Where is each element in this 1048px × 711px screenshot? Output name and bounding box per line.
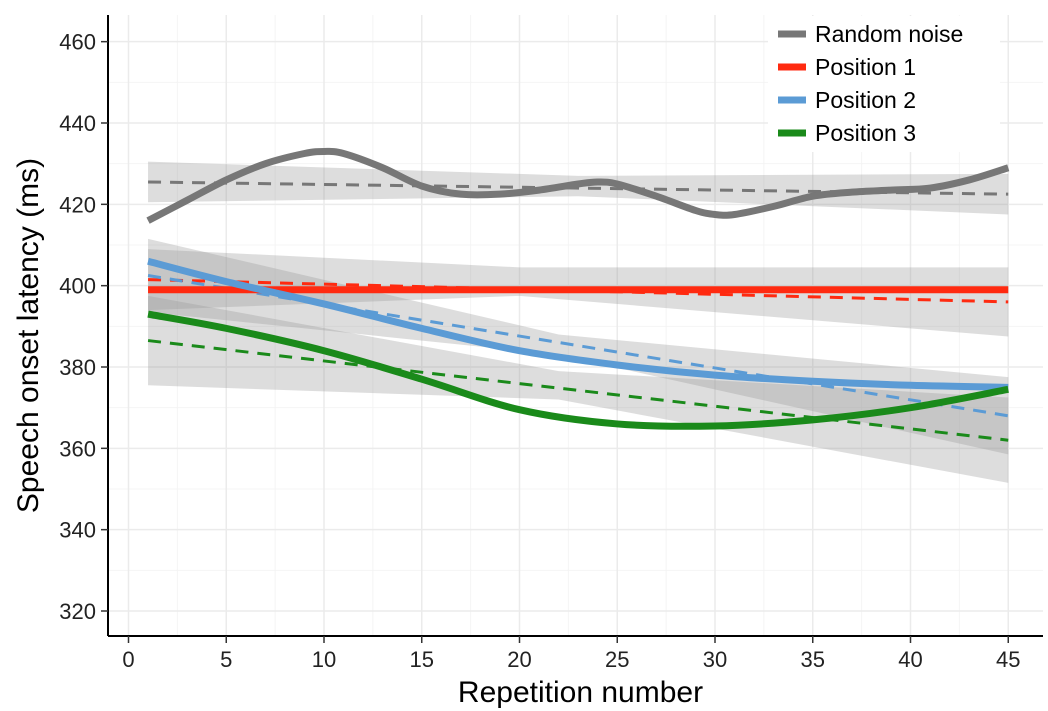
legend-label-position-2: Position 2 — [815, 87, 916, 113]
grid — [108, 15, 1043, 636]
y-tick-label: 380 — [59, 355, 96, 380]
x-tick-label: 20 — [507, 647, 531, 672]
smooth-line-position-3 — [147, 310, 1009, 430]
smooth-line-position-2 — [147, 257, 1009, 391]
y-tick-label: 460 — [59, 30, 96, 55]
y-tick-label: 440 — [59, 111, 96, 136]
axes — [101, 15, 1043, 643]
tick-labels: 0 5 10 15 20 25 30 35 40 45 320 340 360 380 400 420 440 4… — [59, 30, 1020, 672]
legend-label-random-noise: Random noise — [815, 21, 963, 47]
legend-label-position-3: Position 3 — [815, 120, 916, 146]
x-tick-label: 15 — [410, 647, 434, 672]
x-tick-label: 45 — [996, 647, 1020, 672]
linear-fit-position-3 — [147, 339, 1009, 442]
confidence-bands — [148, 161, 1009, 483]
smooth-line-random-noise — [146, 147, 1010, 224]
y-tick-label: 360 — [59, 436, 96, 461]
x-tick-label: 0 — [122, 647, 134, 672]
linear-fit-position-2 — [147, 274, 1009, 418]
smooth-fit-lines — [146, 147, 1010, 430]
y-tick-label: 400 — [59, 274, 96, 299]
y-tick-label: 420 — [59, 192, 96, 217]
x-tick-label: 40 — [898, 647, 922, 672]
x-axis-title: Repetition number — [458, 676, 703, 709]
y-tick-label: 340 — [59, 518, 96, 543]
legend: Random noise Position 1 Position 2 Position… — [768, 16, 1000, 152]
x-tick-label: 25 — [605, 647, 629, 672]
y-axis-title: Speech onset latency (ms) — [12, 158, 45, 513]
x-tick-label: 10 — [312, 647, 336, 672]
legend-label-position-1: Position 1 — [815, 54, 916, 80]
x-tick-label: 5 — [220, 647, 232, 672]
x-tick-label: 35 — [801, 647, 825, 672]
legend-background — [768, 16, 1000, 152]
x-tick-label: 30 — [703, 647, 727, 672]
confidence-band-position-3 — [148, 295, 1009, 483]
y-tick-label: 320 — [59, 599, 96, 624]
